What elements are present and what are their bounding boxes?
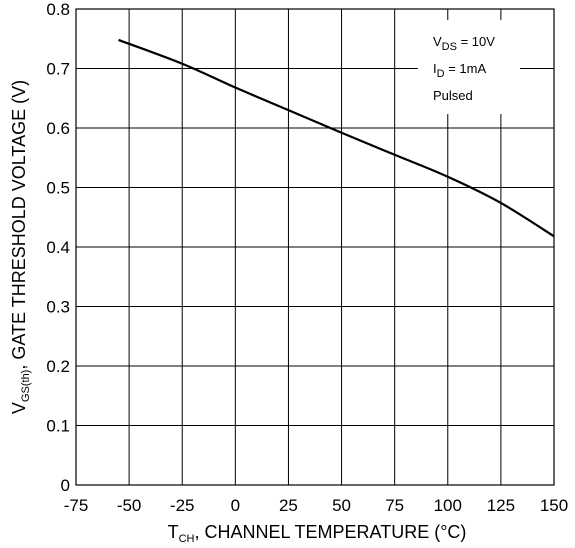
- x-tick-label: 25: [279, 496, 298, 515]
- y-tick-label: 0.7: [46, 60, 70, 79]
- y-tick-label: 0.6: [46, 119, 70, 138]
- annotation-vds: VDS = 10V: [433, 34, 495, 53]
- plot-frame: [75, 8, 555, 486]
- x-axis-title: TCH, CHANNEL TEMPERATURE (°C): [168, 522, 467, 545]
- y-tick-label: 0.5: [46, 179, 70, 198]
- x-tick-label: -25: [170, 496, 195, 515]
- y-tick-label: 0.3: [46, 298, 70, 317]
- y-tick-label: 0.8: [46, 0, 70, 19]
- x-tick-label: 125: [487, 496, 515, 515]
- x-tick-label: 150: [540, 496, 568, 515]
- y-tick-label: 0: [61, 476, 70, 495]
- annotation-box: [418, 20, 520, 114]
- x-tick-label: 0: [231, 496, 240, 515]
- y-tick-label: 0.2: [46, 357, 70, 376]
- x-tick-label: 50: [332, 496, 351, 515]
- y-tick-label: 0.1: [46, 417, 70, 436]
- annotation-id: ID = 1mA: [433, 61, 486, 80]
- series-line: [118, 38, 555, 238]
- y-tick-label: 0.4: [46, 238, 70, 257]
- y-tick-labels: 0 0.1 0.2 0.3 0.4 0.5 0.6 0.7 0.8: [46, 0, 70, 495]
- annotation-pulsed: Pulsed: [433, 88, 473, 103]
- x-tick-label: -75: [64, 496, 89, 515]
- x-tick-label: 75: [385, 496, 404, 515]
- y-axis-title: VGS(th), GATE THRESHOLD VOLTAGE (V): [9, 80, 32, 414]
- x-tick-labels: -75 -50 -25 0 25 50 75 100 125 150: [64, 496, 568, 515]
- x-tick-label: 100: [434, 496, 462, 515]
- x-tick-label: -50: [117, 496, 142, 515]
- annotations: VDS = 10V ID = 1mA Pulsed: [433, 34, 495, 103]
